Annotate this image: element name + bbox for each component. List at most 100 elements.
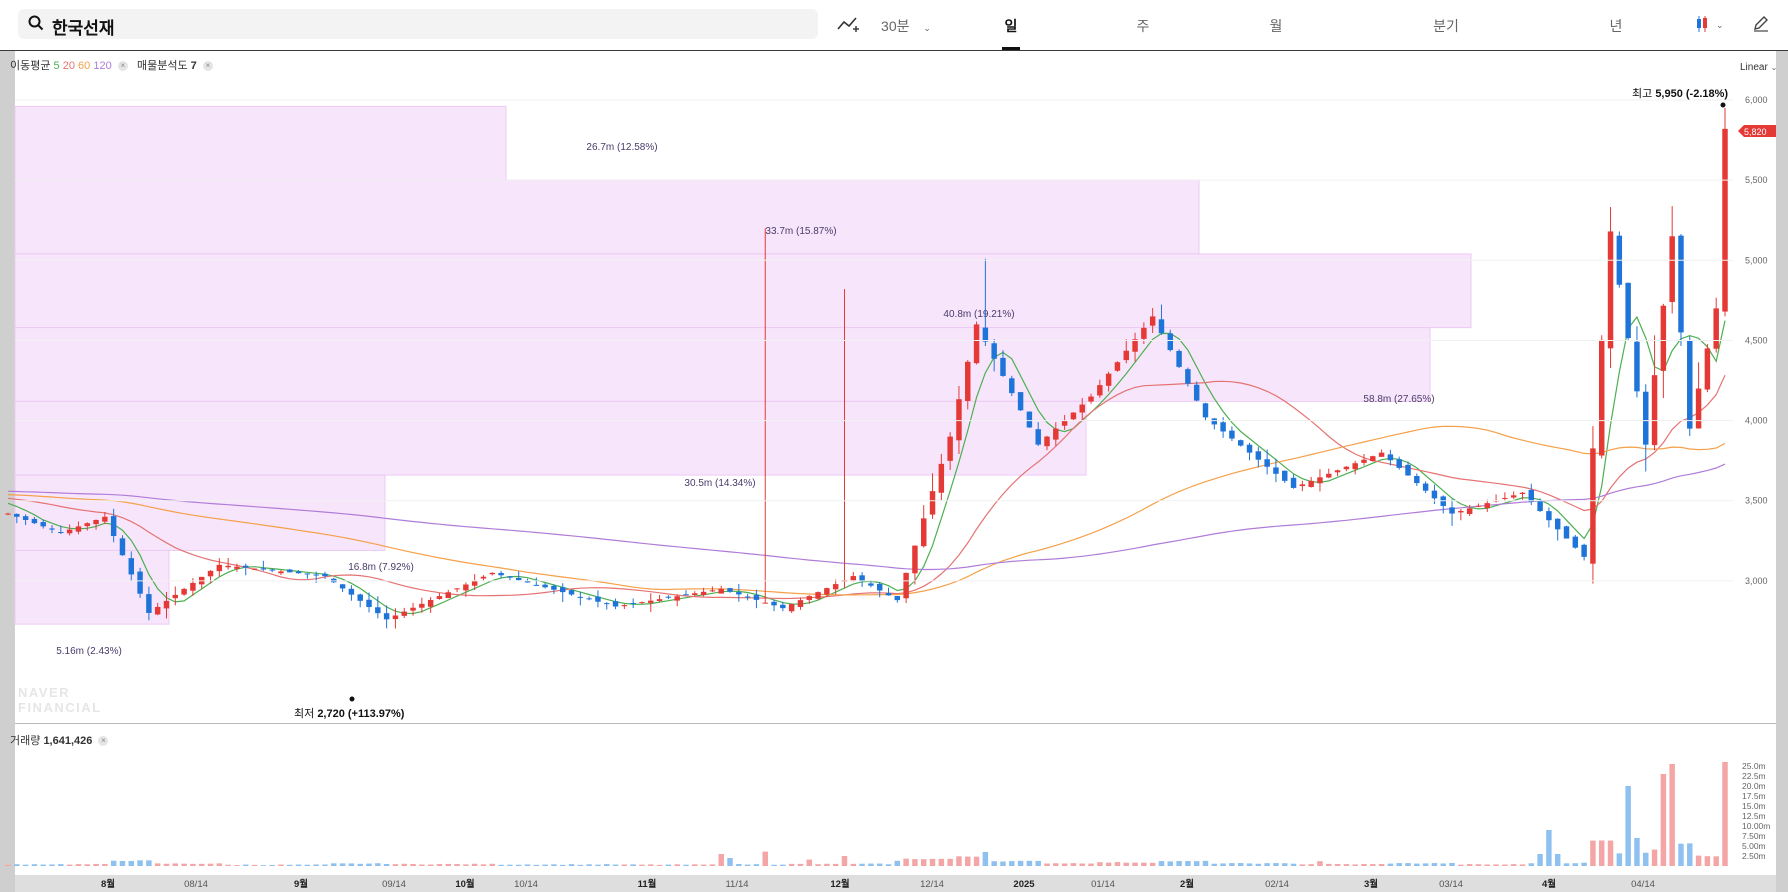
- volume-bar: [392, 864, 399, 866]
- volume-bar: [507, 864, 513, 866]
- volume-tick-label: 15.0m: [1742, 801, 1766, 811]
- volume-bar: [1378, 864, 1385, 866]
- volume-bar: [410, 864, 416, 866]
- candle: [727, 587, 733, 593]
- candle: [630, 598, 636, 609]
- candle: [225, 558, 231, 570]
- ma-legend[interactable]: 이동평균 5 20 60 120 ×: [10, 57, 128, 73]
- candle: [392, 608, 399, 629]
- candle: [938, 453, 945, 501]
- volume-bar: [1616, 853, 1623, 866]
- volume-bar: [40, 864, 46, 866]
- candle: [921, 505, 927, 548]
- volume-legend[interactable]: 거래량 1,641,426 ×: [10, 732, 109, 748]
- candle: [1634, 326, 1640, 398]
- x-tick-label: 10/14: [514, 879, 538, 890]
- candle-type-icon[interactable]: ⌄: [1694, 14, 1728, 39]
- candle: [876, 582, 883, 598]
- volume-bar: [128, 860, 135, 866]
- candle: [815, 591, 821, 601]
- candle: [824, 587, 830, 598]
- volume-profile-label: 16.8m (7.92%): [348, 562, 414, 573]
- volume-bar: [207, 863, 214, 866]
- volume-bar: [427, 864, 434, 866]
- tab-quarter[interactable]: 분기: [1433, 18, 1459, 34]
- candle: [1598, 335, 1605, 459]
- volume-bar: [66, 864, 73, 866]
- candle: [788, 603, 795, 613]
- volume-bar: [5, 864, 11, 866]
- volume-profile-legend[interactable]: 매물분석도 7 ×: [137, 57, 213, 73]
- interval-select[interactable]: 30분 ⌄: [881, 18, 931, 34]
- volume-bar: [1326, 863, 1332, 866]
- x-tick-label: 11/14: [725, 879, 748, 890]
- volume-bar: [1651, 849, 1658, 866]
- svg-text:⌄: ⌄: [1716, 20, 1724, 30]
- volume-bar: [1370, 864, 1376, 866]
- tab-day[interactable]: 일: [1004, 18, 1018, 34]
- volume-bar: [181, 863, 187, 866]
- scale-select[interactable]: Linear ⌄: [1740, 62, 1778, 73]
- tab-week[interactable]: 주: [1136, 18, 1150, 34]
- candle: [1317, 469, 1323, 492]
- ma-period-20: 20: [62, 60, 75, 72]
- pencil-icon[interactable]: [1752, 14, 1770, 37]
- candle: [1396, 456, 1402, 470]
- volume-bar: [709, 864, 716, 866]
- volume-bar: [1475, 864, 1482, 866]
- volume-bar: [295, 864, 302, 866]
- volume-bar: [102, 863, 108, 866]
- drawing-tool-icon[interactable]: [836, 14, 860, 39]
- volume-tick-label: 7.50m: [1742, 831, 1766, 841]
- tab-month[interactable]: 월: [1269, 18, 1283, 34]
- volume-bar: [419, 864, 425, 866]
- volume-bar: [1669, 764, 1675, 866]
- candle: [780, 601, 786, 612]
- volume-bar: [1458, 864, 1464, 866]
- search-box[interactable]: 한국선재: [18, 9, 818, 39]
- x-tick-label: 9월: [294, 878, 308, 890]
- volume-bar: [190, 863, 196, 866]
- candle: [1387, 449, 1394, 466]
- x-tick-label: 4월: [1542, 878, 1556, 890]
- candle: [1255, 447, 1262, 468]
- candle: [58, 525, 64, 535]
- candle: [1440, 495, 1446, 514]
- current-price-tag: [1738, 125, 1776, 137]
- candle: [339, 584, 346, 593]
- candle: [1308, 476, 1314, 488]
- volume-bar: [1361, 863, 1367, 866]
- volume-bar: [1704, 856, 1711, 866]
- volume-bar: [876, 863, 883, 866]
- volume-profile-label: 40.8m (19.21%): [943, 309, 1014, 320]
- close-ma-icon[interactable]: ×: [117, 61, 128, 72]
- x-tick-label: 01/14: [1091, 879, 1115, 890]
- candle: [1713, 297, 1719, 353]
- volume-bar: [1528, 863, 1535, 866]
- candle: [128, 551, 135, 581]
- candle: [1149, 307, 1156, 333]
- volume-bar: [1070, 863, 1077, 866]
- candle: [1326, 468, 1332, 479]
- candle: [1643, 384, 1649, 472]
- tab-year[interactable]: 년: [1609, 18, 1623, 34]
- volume-bar: [1440, 863, 1446, 866]
- candle: [956, 385, 962, 455]
- close-profile-icon[interactable]: ×: [202, 61, 213, 72]
- candle: [436, 593, 443, 600]
- candle: [1687, 336, 1693, 436]
- volume-bar: [850, 863, 857, 866]
- candle: [14, 513, 20, 524]
- candle: [639, 601, 645, 604]
- volume-tick-label: 17.5m: [1742, 791, 1766, 801]
- volume-bar: [75, 864, 82, 866]
- volume-bar: [1484, 864, 1490, 866]
- volume-bar: [1220, 863, 1226, 866]
- candle: [1378, 449, 1385, 457]
- close-volume-icon[interactable]: ×: [98, 736, 109, 747]
- candle: [216, 558, 223, 577]
- active-tab-underline: [1002, 47, 1020, 50]
- x-tick-label: 11월: [638, 878, 657, 890]
- volume-bar: [14, 864, 20, 866]
